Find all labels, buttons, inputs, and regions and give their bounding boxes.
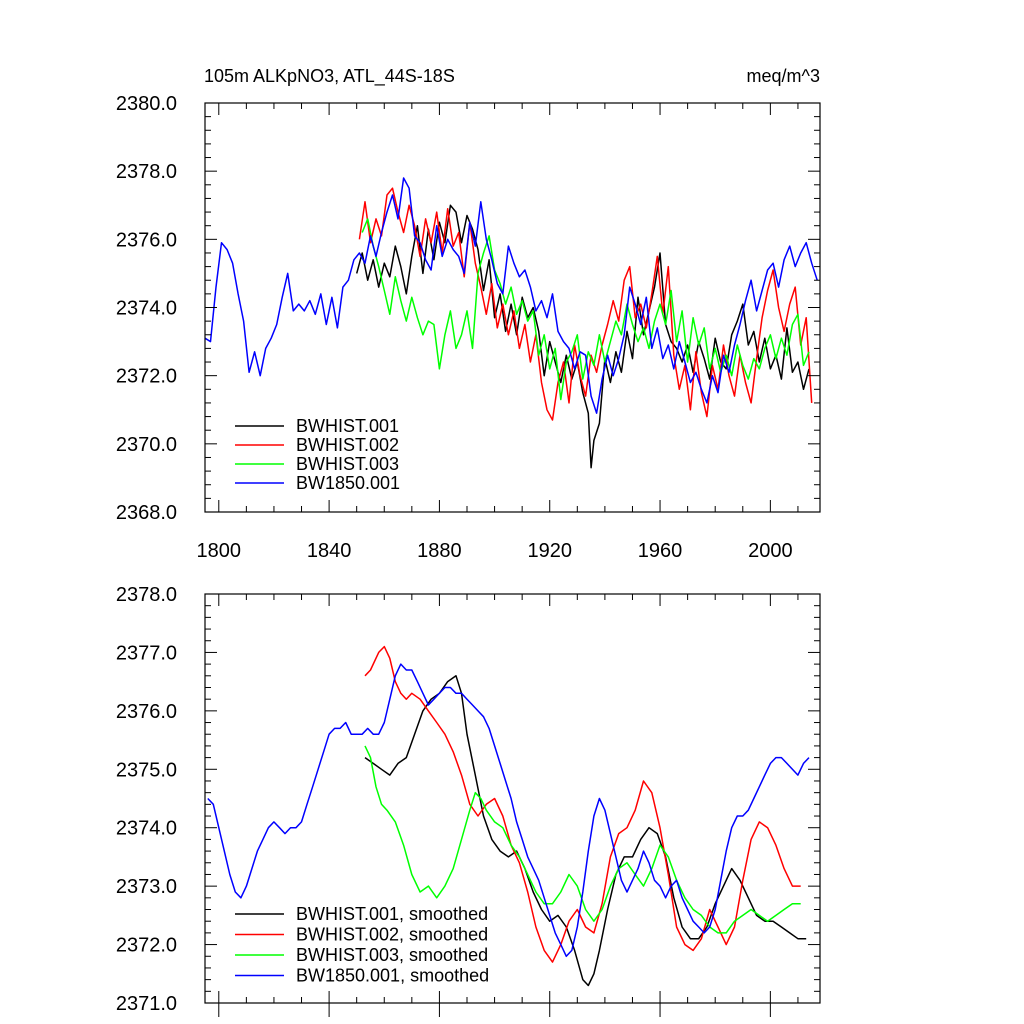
y-tick-label: 2376.0 bbox=[116, 229, 177, 251]
x-tick-label: 2000 bbox=[748, 540, 793, 562]
y-tick-label: 2378.0 bbox=[116, 161, 177, 183]
top-panel: 2368.0 2370.0 2372.0 2374.0 2376.0 2378.0 2380… bbox=[116, 93, 821, 562]
series-group bbox=[205, 177, 818, 469]
y-tick-label: 2377.0 bbox=[116, 642, 177, 664]
y-tick-label: 2378.0 bbox=[116, 584, 177, 606]
legend-label: BWHIST.001 bbox=[296, 416, 399, 436]
y-tick-label: 2373.0 bbox=[116, 876, 177, 898]
legend-label: BWHIST.003 bbox=[296, 454, 399, 474]
chart-title: 105m ALKpNO3, ATL_44S-18S bbox=[204, 66, 455, 87]
y-tick-label: 2372.0 bbox=[116, 366, 177, 388]
legend-label: BWHIST.001, smoothed bbox=[296, 904, 488, 924]
series-line-4 bbox=[205, 177, 818, 414]
y-tick-label: 2368.0 bbox=[116, 502, 177, 524]
series-line-3 bbox=[364, 745, 801, 934]
y-tick-label: 2375.0 bbox=[116, 759, 177, 781]
y-tick-label: 2371.0 bbox=[116, 993, 177, 1015]
y-tick-label: 2370.0 bbox=[116, 434, 177, 456]
legend-label: BW1850.001, smoothed bbox=[296, 966, 489, 986]
y-tick-label: 2374.0 bbox=[116, 298, 177, 320]
y-tick-label: 2374.0 bbox=[116, 818, 177, 840]
bottom-panel: 2371.0 2372.0 2373.0 2374.0 2375.0 2376.0 2377… bbox=[116, 584, 821, 1017]
plot-frame bbox=[204, 593, 821, 1004]
x-tick-label: 1920 bbox=[527, 540, 572, 562]
series-line-2 bbox=[364, 645, 801, 963]
series-line-4 bbox=[207, 663, 810, 958]
legend-label: BWHIST.002 bbox=[296, 435, 399, 455]
legend-label: BW1850.001 bbox=[296, 473, 400, 493]
x-tick-label: 1960 bbox=[638, 540, 683, 562]
x-tick-label: 1880 bbox=[417, 540, 462, 562]
chart-units: meq/m^3 bbox=[747, 66, 820, 86]
series-line-2 bbox=[358, 187, 813, 421]
x-tick-label: 1840 bbox=[307, 540, 352, 562]
x-tick-label: 1800 bbox=[197, 540, 242, 562]
legend-label: BWHIST.003, smoothed bbox=[296, 945, 488, 965]
y-tick-label: 2372.0 bbox=[116, 935, 177, 957]
y-tick-label: 2380.0 bbox=[116, 93, 177, 115]
series-group bbox=[207, 645, 810, 987]
y-tick-label: 2376.0 bbox=[116, 701, 177, 723]
legend-label: BWHIST.002, smoothed bbox=[296, 925, 488, 945]
series-line-3 bbox=[361, 218, 810, 401]
